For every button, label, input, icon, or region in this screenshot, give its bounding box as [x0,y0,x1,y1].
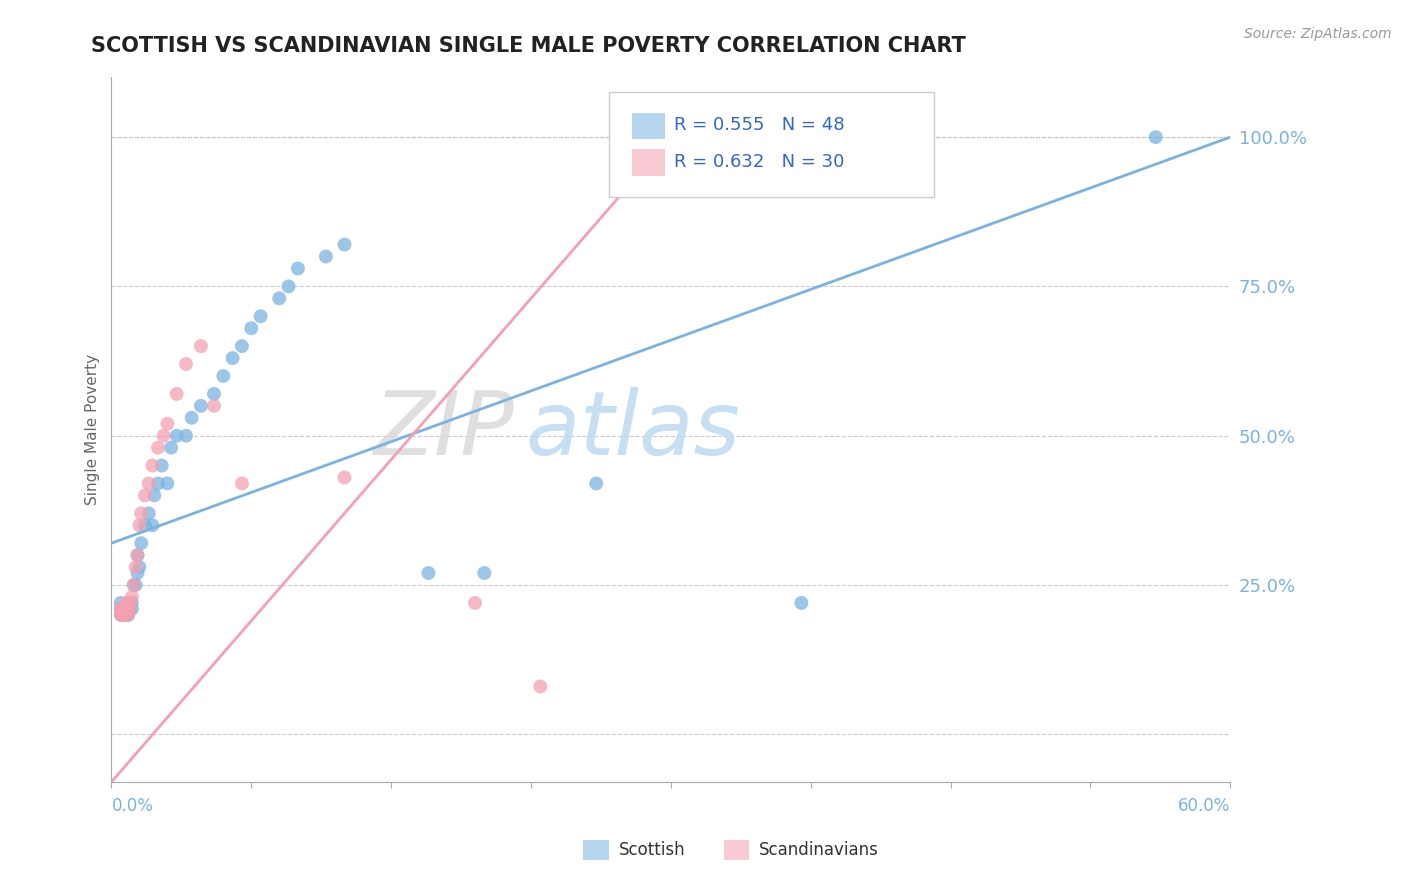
Text: ZIP: ZIP [374,387,515,473]
Point [134,518,156,533]
Point [129,506,152,520]
Point [121,602,143,616]
Point [221,351,243,365]
Point [128,518,150,533]
Point [117,607,139,622]
Point [249,310,271,324]
Point [117,607,139,622]
Point [115,602,138,616]
Point [114,602,136,616]
Y-axis label: Single Male Poverty: Single Male Poverty [86,354,100,505]
Point [111,602,134,616]
Point [110,602,132,616]
Point [127,548,149,562]
Point [529,680,551,694]
Point [464,596,486,610]
Point [333,470,356,484]
Point [174,428,197,442]
Point [122,578,145,592]
Point [111,607,134,622]
Point [146,476,169,491]
Point [174,357,197,371]
Point [121,590,143,604]
Point [114,607,136,622]
Point [277,279,299,293]
Point [190,399,212,413]
Point [333,237,356,252]
Point [166,428,188,442]
Point [790,596,813,610]
Point [127,548,149,562]
Point [124,578,146,592]
Point [202,387,225,401]
Point [138,506,160,520]
Point [124,560,146,574]
Bar [631,149,665,176]
Text: R = 0.632   N = 30: R = 0.632 N = 30 [675,153,845,171]
Point [129,536,152,550]
Point [128,560,150,574]
Point [115,602,138,616]
Point [120,596,142,610]
Point [110,607,132,622]
Point [418,566,440,580]
Point [1144,130,1167,145]
Point [156,476,179,491]
Point [141,458,163,473]
Point [166,387,188,401]
Point [143,488,166,502]
Point [121,596,143,610]
Point [231,476,253,491]
Text: 0.0%: 0.0% [111,797,153,815]
Point [212,369,235,384]
Text: Scandinavians: Scandinavians [759,841,879,859]
Point [240,321,263,335]
Point [202,399,225,413]
Text: Source: ZipAtlas.com: Source: ZipAtlas.com [1244,27,1392,41]
Point [120,596,142,610]
Point [138,476,160,491]
Text: R = 0.555   N = 48: R = 0.555 N = 48 [675,116,845,135]
Point [152,428,174,442]
Point [110,602,132,616]
Point [180,410,202,425]
Point [111,607,134,622]
Point [115,607,138,622]
FancyBboxPatch shape [609,92,934,197]
Point [111,602,134,616]
Point [269,291,291,305]
Point [120,602,142,616]
Point [585,476,607,491]
Point [146,441,169,455]
Point [134,488,156,502]
Text: Scottish: Scottish [619,841,685,859]
Point [120,602,142,616]
Point [150,458,173,473]
Point [114,607,136,622]
Point [110,607,132,622]
Point [315,250,337,264]
Point [287,261,309,276]
Bar [631,112,665,139]
Text: atlas: atlas [526,387,741,473]
Point [115,596,138,610]
Point [231,339,253,353]
Text: SCOTTISH VS SCANDINAVIAN SINGLE MALE POVERTY CORRELATION CHART: SCOTTISH VS SCANDINAVIAN SINGLE MALE POV… [91,36,966,55]
Point [110,596,132,610]
Text: 60.0%: 60.0% [1178,797,1230,815]
Point [160,441,183,455]
Point [122,578,145,592]
Point [141,518,163,533]
Point [156,417,179,431]
Point [127,566,149,580]
Point [190,339,212,353]
Point [474,566,496,580]
